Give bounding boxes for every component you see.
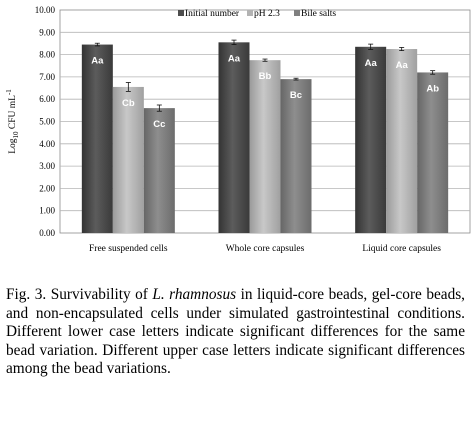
y-tick-label: 10.00 (35, 5, 56, 15)
bar (417, 72, 449, 233)
y-axis-label-main: Log (8, 138, 18, 154)
caption-species: L. rhamnosus (152, 286, 237, 303)
bar (218, 42, 250, 234)
chart: Aa Cb Cc Aa Bb Bc Aa Aa Ab 0.00 1.00 2.00 3.00 4.00 5… (5, 5, 471, 254)
y-axis-label-sub: 10 (12, 131, 20, 139)
y-tick-label: 4.00 (39, 139, 55, 149)
x-category-label: Whole core capsules (226, 244, 305, 254)
y-tick-label: 0.00 (39, 228, 55, 238)
y-tick-label: 7.00 (39, 72, 55, 82)
bar (81, 44, 113, 233)
legend-label: Bile salts (301, 9, 336, 19)
bar (143, 108, 175, 233)
data-label: Aa (228, 53, 241, 64)
y-axis-label: Log10 CFU mL-1 (5, 89, 20, 154)
data-label: Bb (259, 71, 272, 82)
bar (112, 86, 144, 233)
x-category-label: Liquid core capsules (362, 244, 441, 254)
bar (280, 79, 312, 233)
caption-body: in liquid-core beads, gel-core beads, an… (6, 286, 466, 378)
bar-chart: Aa Cb Cc Aa Bb Bc Aa Aa Ab 0.00 1.00 2.00 3.00 4.00 5… (5, 5, 471, 254)
bar (386, 49, 418, 234)
y-axis-label-sup: -1 (5, 89, 13, 95)
y-tick-label: 2.00 (39, 183, 55, 193)
data-label: Ab (426, 83, 439, 94)
figure-caption: Fig. 3. Survivability of L. rhamnosus in… (6, 286, 465, 379)
y-tick-label: 3.00 (39, 161, 55, 171)
y-tick-label: 1.00 (39, 206, 55, 216)
data-label: Cc (153, 119, 165, 130)
legend-label: pH 2.3 (254, 9, 280, 19)
bar (355, 46, 387, 233)
y-tick-label: 8.00 (39, 50, 55, 60)
y-tick-label: 6.00 (39, 94, 55, 104)
data-label: Aa (396, 60, 409, 71)
bar (249, 60, 281, 233)
data-label: Aa (91, 56, 104, 67)
data-label: Cb (122, 98, 135, 109)
legend-swatch (178, 10, 184, 16)
legend-swatch (247, 10, 253, 16)
y-tick-label: 5.00 (39, 117, 55, 127)
y-tick-label: 9.00 (39, 27, 55, 37)
caption-text: Fig. 3. Survivability of L. rhamnosus in… (6, 286, 465, 379)
x-category-label: Free suspended cells (89, 244, 168, 254)
caption-prefix: Fig. 3. Survivability of (6, 286, 153, 303)
legend-swatch (294, 10, 300, 16)
y-axis-label-unit: CFU mL (8, 95, 18, 132)
legend-label: Initial number (185, 9, 240, 19)
data-label: Aa (365, 58, 378, 69)
data-label: Bc (290, 90, 302, 101)
